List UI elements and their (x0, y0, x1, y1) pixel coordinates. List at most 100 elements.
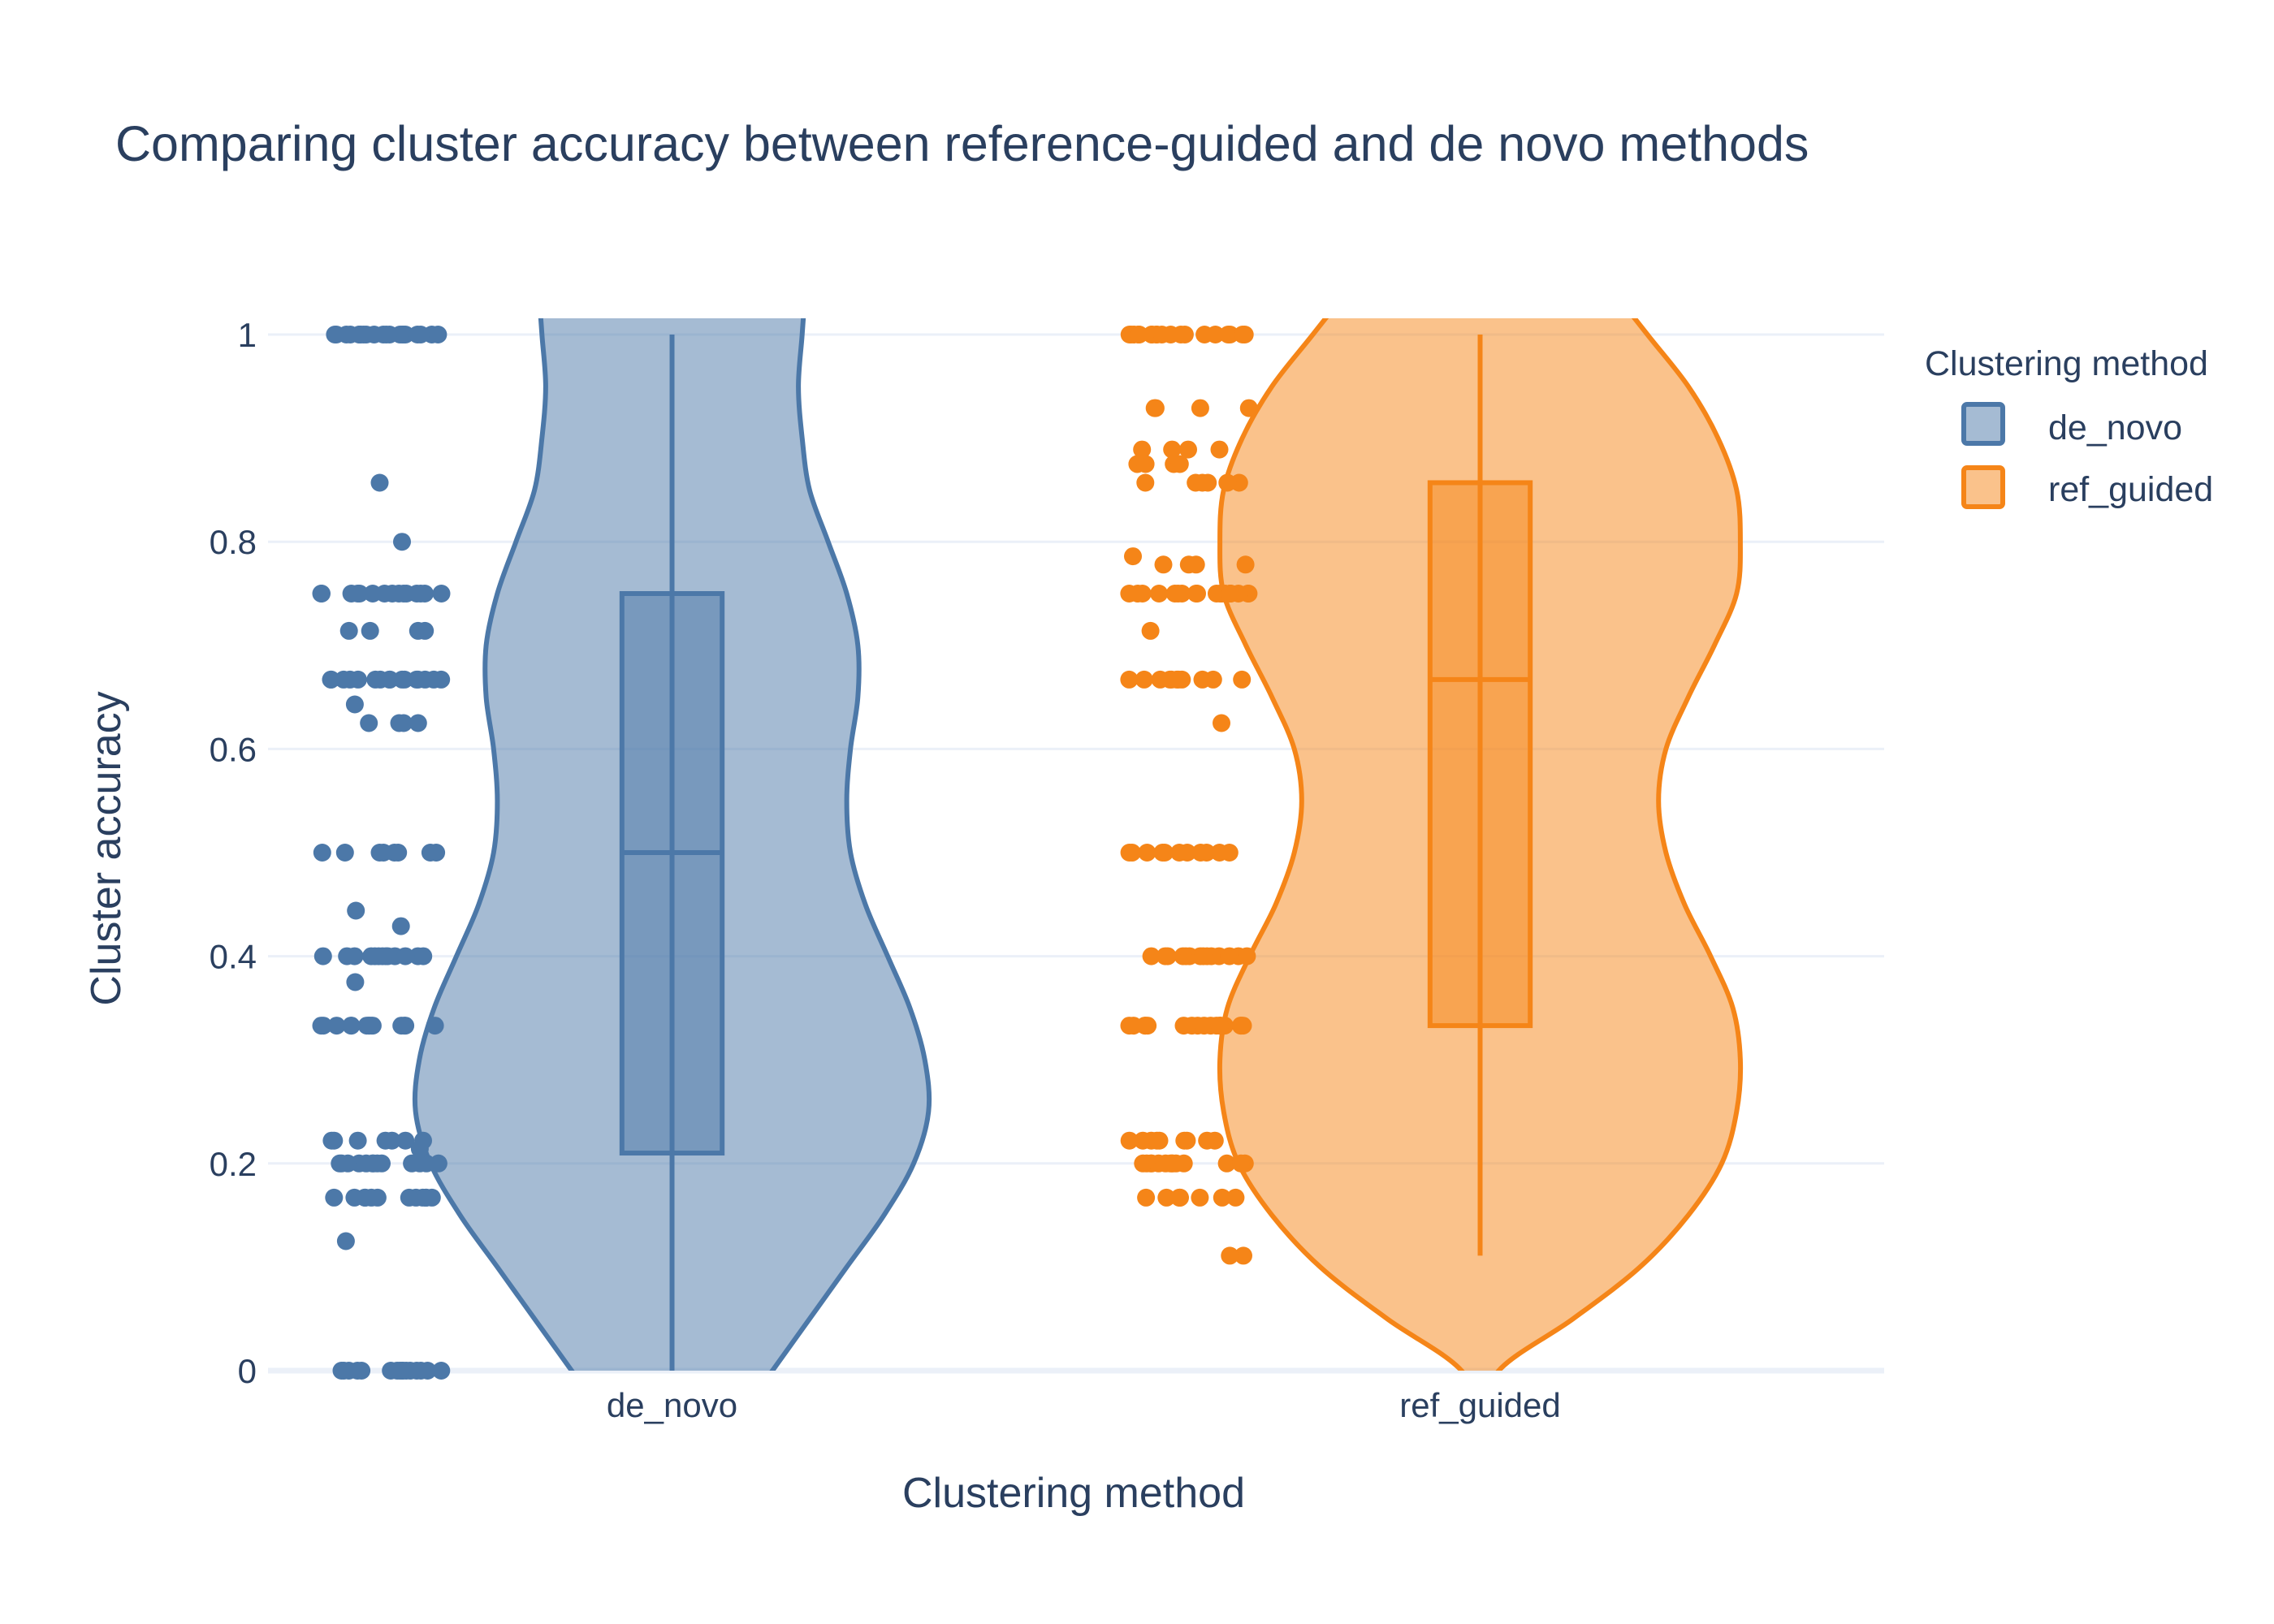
data-point-ref-guided[interactable] (1239, 399, 1258, 417)
data-point-de-novo[interactable] (312, 1017, 331, 1035)
data-point-de-novo[interactable] (339, 1362, 358, 1380)
data-point-de-novo[interactable] (409, 714, 427, 732)
data-point-ref-guided[interactable] (1218, 473, 1237, 492)
data-point-ref-guided[interactable] (1135, 670, 1153, 689)
data-point-ref-guided[interactable] (1178, 844, 1196, 862)
data-point-de-novo[interactable] (345, 695, 364, 714)
data-point-de-novo[interactable] (348, 670, 367, 689)
data-point-ref-guided[interactable] (1164, 1154, 1182, 1173)
data-point-de-novo[interactable] (312, 585, 331, 603)
data-point-de-novo[interactable] (409, 326, 427, 343)
data-point-de-novo[interactable] (421, 844, 439, 862)
data-point-ref-guided[interactable] (1191, 399, 1209, 417)
data-point-ref-guided[interactable] (1238, 947, 1256, 965)
data-point-de-novo[interactable] (396, 670, 414, 689)
data-point-ref-guided[interactable] (1187, 585, 1205, 603)
data-point-ref-guided[interactable] (1226, 1188, 1245, 1207)
data-point-de-novo[interactable] (392, 1017, 411, 1035)
data-point-ref-guided[interactable] (1210, 440, 1229, 459)
data-point-ref-guided[interactable] (1154, 555, 1173, 574)
data-point-ref-guided[interactable] (1136, 1017, 1155, 1035)
data-point-ref-guided[interactable] (1152, 326, 1171, 343)
data-point-de-novo[interactable] (362, 1188, 381, 1207)
data-point-ref-guided[interactable] (1221, 1246, 1239, 1265)
data-point-ref-guided[interactable] (1199, 473, 1217, 492)
data-point-ref-guided[interactable] (1219, 326, 1238, 343)
data-point-ref-guided[interactable] (1191, 1188, 1209, 1207)
data-point-de-novo[interactable] (348, 1131, 367, 1150)
data-point-ref-guided[interactable] (1124, 547, 1142, 566)
data-point-de-novo[interactable] (395, 714, 413, 732)
data-point-ref-guided[interactable] (1169, 670, 1187, 689)
data-point-ref-guided[interactable] (1120, 1131, 1139, 1150)
data-point-de-novo[interactable] (426, 1017, 444, 1035)
data-point-ref-guided[interactable] (1150, 585, 1169, 603)
data-point-ref-guided[interactable] (1232, 1017, 1251, 1035)
data-point-ref-guided[interactable] (1198, 1131, 1217, 1150)
data-point-de-novo[interactable] (409, 621, 427, 640)
data-point-ref-guided[interactable] (1148, 1131, 1166, 1150)
legend-item-ref-guided[interactable]: ref_guided (1961, 465, 2213, 509)
data-point-de-novo[interactable] (366, 670, 385, 689)
data-point-de-novo[interactable] (338, 947, 357, 965)
data-point-ref-guided[interactable] (1175, 326, 1194, 343)
data-point-de-novo[interactable] (347, 901, 365, 920)
data-point-ref-guided[interactable] (1134, 1154, 1152, 1173)
box-ref-guided[interactable] (1427, 480, 1533, 1029)
data-point-ref-guided[interactable] (1130, 326, 1148, 343)
data-point-ref-guided[interactable] (1163, 440, 1182, 459)
data-point-de-novo[interactable] (335, 844, 354, 862)
data-point-ref-guided[interactable] (1133, 440, 1152, 459)
data-point-de-novo[interactable] (375, 585, 394, 603)
data-point-de-novo[interactable] (408, 1362, 426, 1380)
data-point-ref-guided[interactable] (1191, 844, 1210, 862)
data-point-de-novo[interactable] (364, 1154, 383, 1173)
data-point-de-novo[interactable] (339, 1154, 357, 1173)
data-point-ref-guided[interactable] (1136, 455, 1155, 473)
data-point-de-novo[interactable] (416, 585, 434, 603)
data-point-de-novo[interactable] (396, 1131, 415, 1150)
box-de-novo[interactable] (619, 591, 725, 1156)
data-point-ref-guided[interactable] (1136, 473, 1155, 492)
data-point-ref-guided[interactable] (1141, 621, 1160, 640)
data-point-de-novo[interactable] (342, 1017, 361, 1035)
data-point-de-novo[interactable] (414, 947, 433, 965)
data-point-de-novo[interactable] (391, 917, 410, 935)
data-point-ref-guided[interactable] (1221, 585, 1239, 603)
data-point-de-novo[interactable] (429, 326, 447, 343)
data-point-de-novo[interactable] (322, 1131, 341, 1150)
data-point-ref-guided[interactable] (1120, 1017, 1139, 1035)
data-point-ref-guided[interactable] (1122, 844, 1141, 862)
data-point-de-novo[interactable] (363, 1017, 382, 1035)
data-point-de-novo[interactable] (432, 1362, 451, 1380)
data-point-de-novo[interactable] (352, 1362, 371, 1380)
data-point-ref-guided[interactable] (1120, 670, 1139, 689)
data-point-ref-guided[interactable] (1170, 455, 1189, 473)
data-point-ref-guided[interactable] (1232, 1154, 1250, 1173)
data-point-de-novo[interactable] (425, 670, 443, 689)
data-point-ref-guided[interactable] (1137, 1188, 1156, 1207)
data-point-ref-guided[interactable] (1187, 555, 1205, 574)
data-point-de-novo[interactable] (395, 585, 413, 603)
data-point-de-novo[interactable] (327, 1017, 346, 1035)
data-point-de-novo[interactable] (350, 326, 369, 343)
data-point-de-novo[interactable] (370, 473, 389, 492)
data-point-ref-guided[interactable] (1236, 555, 1255, 574)
data-point-de-novo[interactable] (325, 1188, 344, 1207)
data-point-de-novo[interactable] (432, 585, 451, 603)
data-point-ref-guided[interactable] (1234, 326, 1252, 343)
data-point-de-novo[interactable] (381, 670, 400, 689)
data-point-ref-guided[interactable] (1234, 1246, 1252, 1265)
data-point-ref-guided[interactable] (1194, 947, 1213, 965)
legend-item-de-novo[interactable]: de_novo (1961, 402, 2182, 447)
data-point-de-novo[interactable] (417, 1154, 435, 1173)
data-point-de-novo[interactable] (396, 947, 415, 965)
data-point-ref-guided[interactable] (1158, 947, 1177, 965)
data-point-de-novo[interactable] (361, 621, 379, 640)
data-point-de-novo[interactable] (382, 1362, 400, 1380)
data-point-ref-guided[interactable] (1145, 399, 1164, 417)
data-point-ref-guided[interactable] (1233, 670, 1252, 689)
data-point-de-novo[interactable] (417, 1188, 435, 1207)
data-point-ref-guided[interactable] (1204, 670, 1222, 689)
data-point-de-novo[interactable] (400, 1188, 418, 1207)
